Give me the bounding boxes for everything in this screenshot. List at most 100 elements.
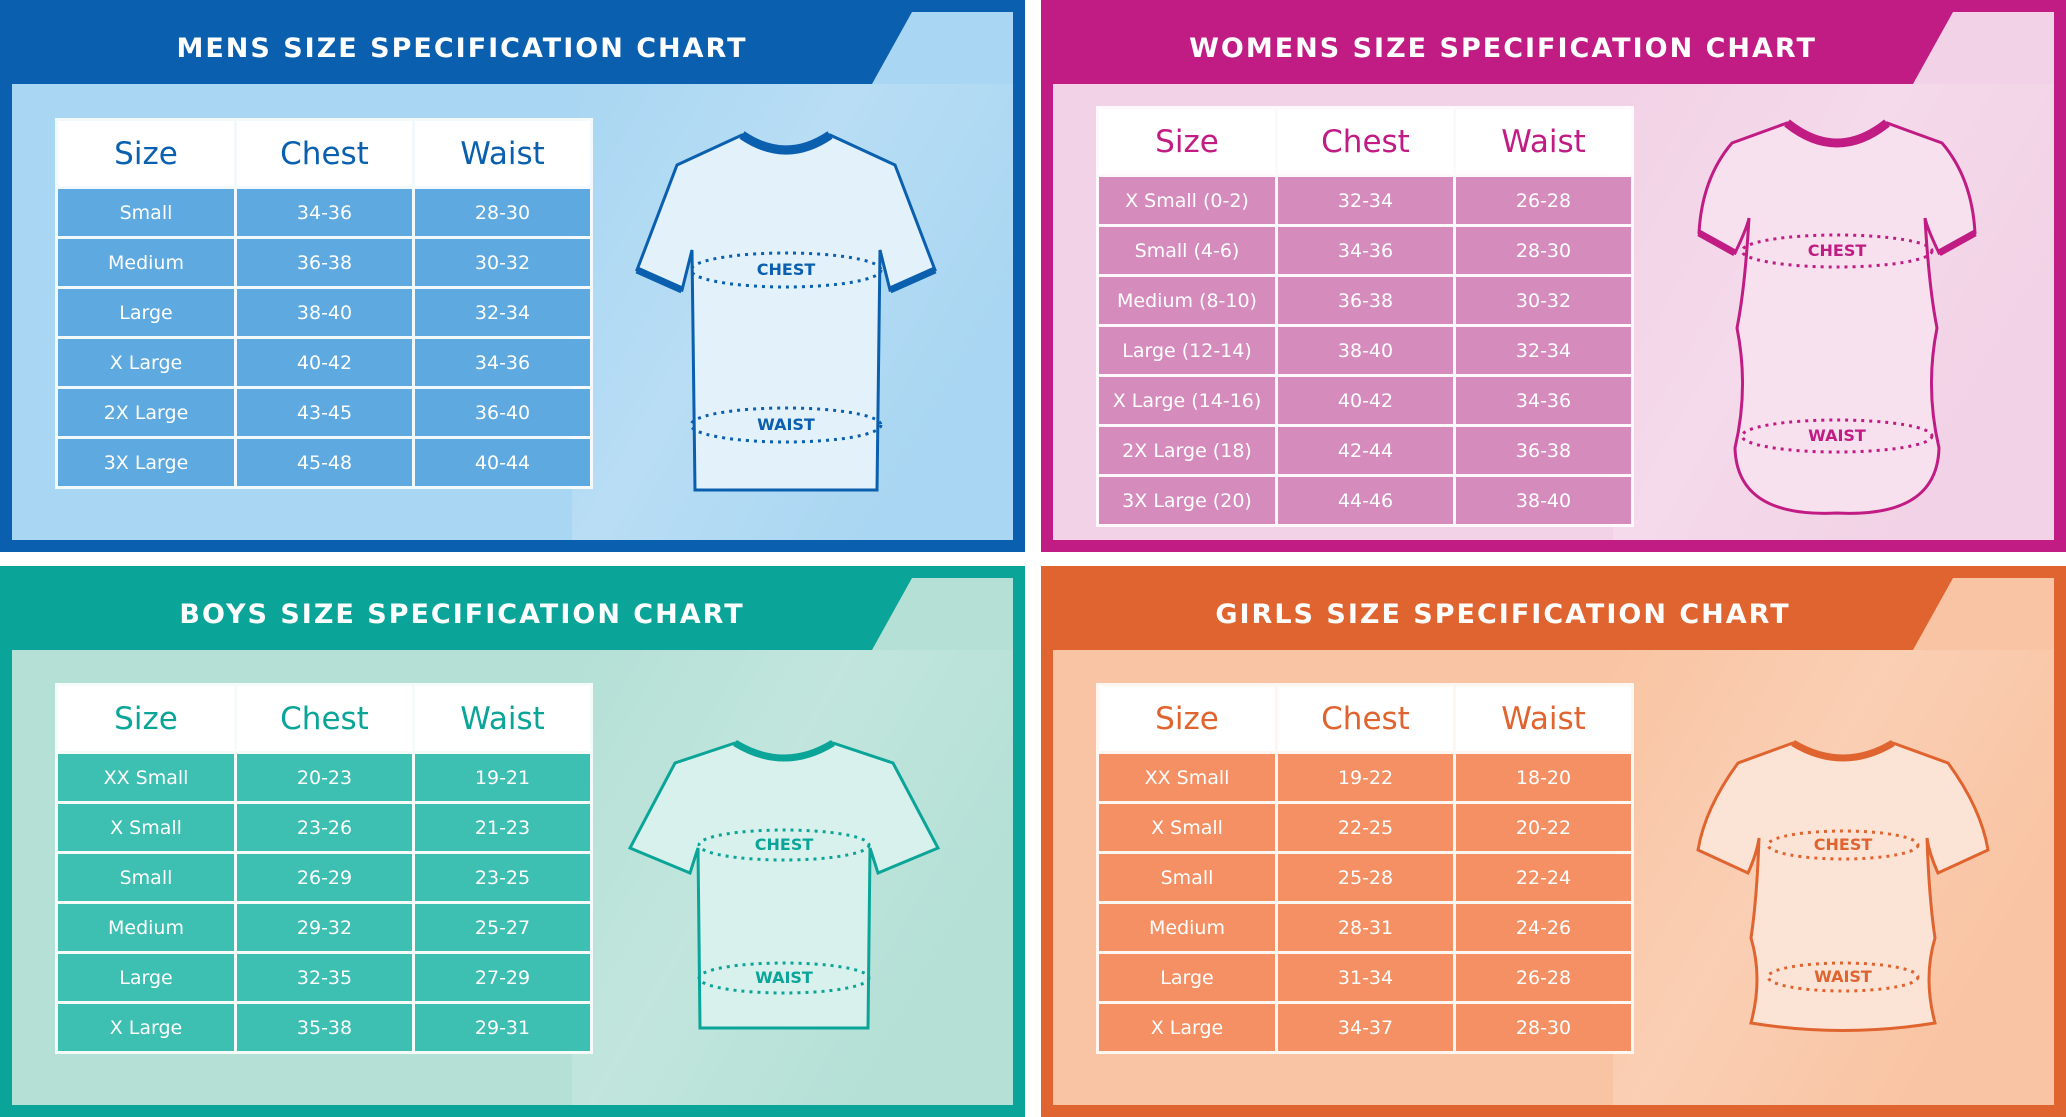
chest-cell: 25-28 (1278, 854, 1453, 901)
table-row: X Large 34-37 28-30 (1099, 1004, 1631, 1051)
table-row: Large 38-40 32-34 (58, 289, 590, 336)
waist-cell: 20-22 (1456, 804, 1631, 851)
waist-cell: 34-36 (1456, 377, 1631, 424)
header-chest: Chest (1278, 109, 1453, 174)
size-table: Size Chest Waist X Small (0-2) 32-34 26-28… (1096, 106, 1634, 527)
waist-cell: 21-23 (415, 804, 590, 851)
size-cell: Large (1099, 954, 1275, 1001)
size-cell: XX Small (58, 754, 234, 801)
size-cell: Large (58, 954, 234, 1001)
size-cell: X Large (58, 339, 234, 386)
size-cell: X Small (0-2) (1099, 177, 1275, 224)
waist-cell: 26-28 (1456, 954, 1631, 1001)
table-row: Small (4-6) 34-36 28-30 (1099, 227, 1631, 274)
chest-cell: 38-40 (237, 289, 412, 336)
chest-label: CHEST (1808, 241, 1867, 260)
mens-chart-panel: MENS SIZE SPECIFICATION CHART Size Chest… (0, 0, 1025, 552)
chart-title: BOYS SIZE SPECIFICATION CHART (179, 598, 745, 630)
table-row: Medium 36-38 30-32 (58, 239, 590, 286)
table-row: Medium 29-32 25-27 (58, 904, 590, 951)
table-header-row: Size Chest Waist (1099, 686, 1631, 751)
size-table: Size Chest Waist XX Small 19-22 18-20 X Sma… (1096, 683, 1634, 1054)
waist-cell: 28-30 (1456, 1004, 1631, 1051)
chart-banner: MENS SIZE SPECIFICATION CHART (12, 12, 912, 84)
size-cell: Medium (1099, 904, 1275, 951)
waist-cell: 29-31 (415, 1004, 590, 1051)
table-row: XX Small 20-23 19-21 (58, 754, 590, 801)
waist-cell: 36-38 (1456, 427, 1631, 474)
waist-cell: 32-34 (1456, 327, 1631, 374)
header-chest: Chest (1278, 686, 1453, 751)
waist-cell: 24-26 (1456, 904, 1631, 951)
chart-banner: BOYS SIZE SPECIFICATION CHART (12, 578, 912, 650)
size-cell: X Large (1099, 1004, 1275, 1051)
waist-cell: 25-27 (415, 904, 590, 951)
waist-cell: 27-29 (415, 954, 590, 1001)
table-row: X Small (0-2) 32-34 26-28 (1099, 177, 1631, 224)
table-row: Large 31-34 26-28 (1099, 954, 1631, 1001)
chest-cell: 45-48 (237, 439, 412, 486)
header-size: Size (1099, 109, 1275, 174)
chest-cell: 29-32 (237, 904, 412, 951)
waist-cell: 28-30 (415, 189, 590, 236)
chest-cell: 34-37 (1278, 1004, 1453, 1051)
waist-label: WAIST (755, 968, 813, 987)
chest-cell: 19-22 (1278, 754, 1453, 801)
womens-tshirt-illustration: CHEST WAIST (1697, 119, 1977, 515)
waist-cell: 18-20 (1456, 754, 1631, 801)
size-cell: Small (58, 854, 234, 901)
size-cell: 3X Large (58, 439, 234, 486)
chest-cell: 23-26 (237, 804, 412, 851)
size-cell: X Small (1099, 804, 1275, 851)
chart-title: GIRLS SIZE SPECIFICATION CHART (1215, 598, 1791, 630)
size-cell: X Large (14-16) (1099, 377, 1275, 424)
waist-cell: 40-44 (415, 439, 590, 486)
girls-chart-panel: GIRLS SIZE SPECIFICATION CHART Size Ches… (1041, 566, 2066, 1117)
chest-cell: 42-44 (1278, 427, 1453, 474)
size-cell: Small (58, 189, 234, 236)
chest-cell: 32-35 (237, 954, 412, 1001)
table-row: 2X Large (18) 42-44 36-38 (1099, 427, 1631, 474)
size-cell: X Small (58, 804, 234, 851)
waist-cell: 23-25 (415, 854, 590, 901)
table-row: X Small 23-26 21-23 (58, 804, 590, 851)
waist-label: WAIST (757, 415, 815, 434)
table-header-row: Size Chest Waist (58, 686, 590, 751)
waist-cell: 28-30 (1456, 227, 1631, 274)
chest-cell: 34-36 (237, 189, 412, 236)
size-cell: 2X Large (58, 389, 234, 436)
header-waist: Waist (1456, 686, 1631, 751)
chest-label: CHEST (1814, 835, 1873, 854)
header-size: Size (1099, 686, 1275, 751)
waist-label: WAIST (1808, 426, 1866, 445)
boys-tshirt-illustration: CHEST WAIST (627, 740, 941, 1030)
table-row: Medium 28-31 24-26 (1099, 904, 1631, 951)
girls-tshirt-illustration: CHEST WAIST (1696, 739, 1990, 1032)
chest-cell: 36-38 (1278, 277, 1453, 324)
chest-cell: 26-29 (237, 854, 412, 901)
size-cell: Large (58, 289, 234, 336)
header-waist: Waist (415, 686, 590, 751)
table-row: Small 34-36 28-30 (58, 189, 590, 236)
size-cell: Large (12-14) (1099, 327, 1275, 374)
size-cell: Small (4-6) (1099, 227, 1275, 274)
chest-cell: 32-34 (1278, 177, 1453, 224)
header-waist: Waist (415, 121, 590, 186)
table-row: Medium (8-10) 36-38 30-32 (1099, 277, 1631, 324)
size-cell: X Large (58, 1004, 234, 1051)
table-row: 3X Large (20) 44-46 38-40 (1099, 477, 1631, 524)
chest-cell: 22-25 (1278, 804, 1453, 851)
size-cell: Small (1099, 854, 1275, 901)
table-header-row: Size Chest Waist (58, 121, 590, 186)
header-waist: Waist (1456, 109, 1631, 174)
waist-cell: 38-40 (1456, 477, 1631, 524)
chest-cell: 43-45 (237, 389, 412, 436)
header-chest: Chest (237, 121, 412, 186)
waist-cell: 22-24 (1456, 854, 1631, 901)
waist-cell: 30-32 (415, 239, 590, 286)
chest-cell: 36-38 (237, 239, 412, 286)
chest-cell: 20-23 (237, 754, 412, 801)
size-cell: 2X Large (18) (1099, 427, 1275, 474)
size-cell: Medium (58, 239, 234, 286)
table-row: X Large 40-42 34-36 (58, 339, 590, 386)
